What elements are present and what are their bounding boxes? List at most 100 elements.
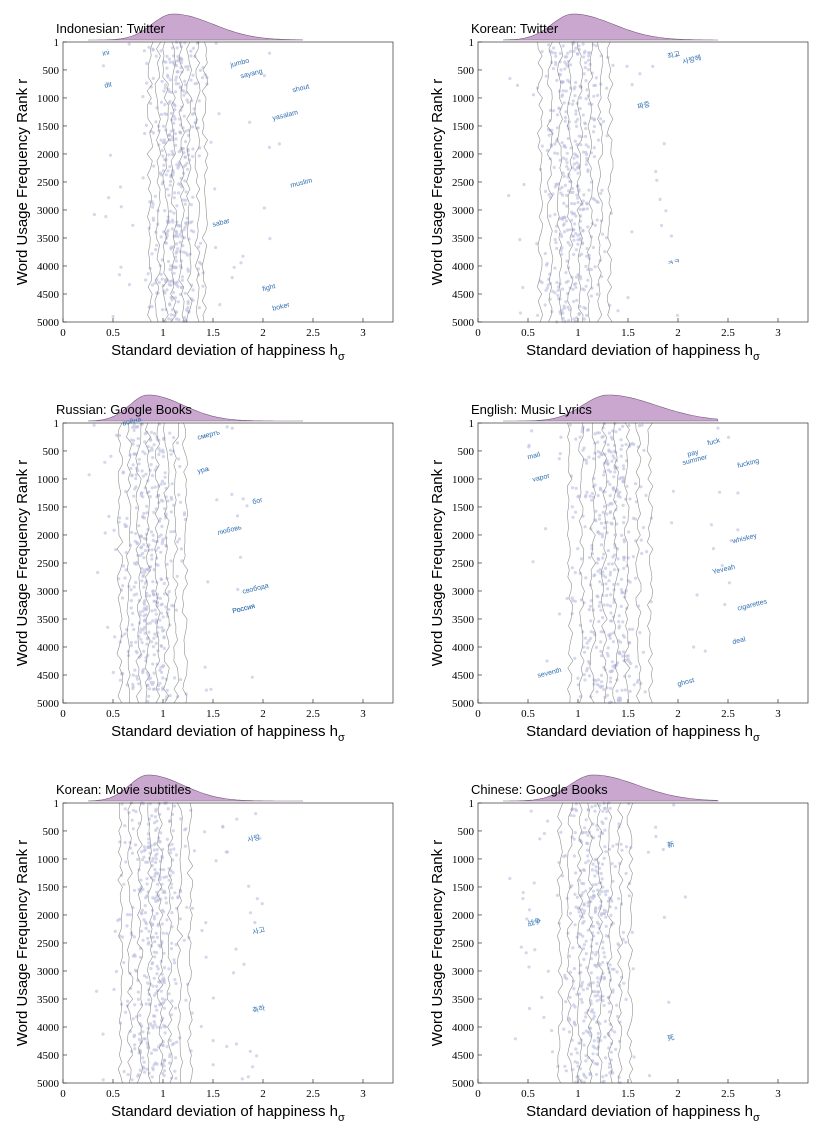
word-label: 战争 bbox=[526, 916, 542, 928]
scatter-point bbox=[574, 275, 579, 279]
scatter-point bbox=[145, 504, 149, 508]
scatter-point bbox=[602, 975, 607, 980]
scatter-point bbox=[550, 1029, 554, 1033]
scatter-point bbox=[619, 438, 623, 442]
scatter-point bbox=[569, 474, 574, 478]
y-tick-label: 1500 bbox=[37, 121, 60, 133]
scatter-point bbox=[141, 1056, 145, 1060]
scatter-point bbox=[146, 845, 150, 850]
scatter-point bbox=[209, 687, 213, 691]
scatter-point bbox=[594, 1072, 599, 1077]
scatter-point bbox=[598, 580, 602, 584]
scatter-point bbox=[196, 267, 200, 271]
scatter-point bbox=[590, 221, 595, 226]
word-label: 사랑 bbox=[246, 832, 261, 844]
scatter-point bbox=[124, 551, 128, 555]
scatter-point bbox=[594, 869, 598, 873]
scatter-point bbox=[122, 882, 126, 886]
scatter-point bbox=[601, 573, 605, 578]
scatter-point bbox=[567, 319, 571, 323]
scatter-point bbox=[591, 896, 595, 901]
scatter-point bbox=[132, 935, 136, 939]
scatter-point bbox=[624, 940, 628, 944]
scatter-point bbox=[591, 608, 596, 612]
scatter-point bbox=[594, 906, 598, 910]
scatter-point bbox=[612, 456, 616, 460]
scatter-point bbox=[147, 929, 151, 933]
scatter-point bbox=[168, 851, 173, 855]
scatter-point bbox=[578, 695, 582, 699]
scatter-point bbox=[584, 1054, 588, 1058]
trend-line bbox=[606, 41, 614, 323]
y-tick-label: 3500 bbox=[37, 994, 60, 1006]
scatter-point bbox=[577, 910, 581, 914]
scatter-point bbox=[164, 128, 168, 132]
scatter-point bbox=[159, 1026, 163, 1030]
scatter-point bbox=[519, 945, 523, 949]
scatter-point bbox=[170, 227, 174, 231]
scatter-point bbox=[230, 276, 234, 280]
x-tick-label: 1 bbox=[160, 1088, 166, 1100]
scatter-point bbox=[540, 50, 544, 54]
scatter-point bbox=[646, 850, 651, 854]
scatter-point bbox=[148, 495, 152, 499]
density-curve bbox=[88, 13, 304, 41]
scatter-point bbox=[136, 857, 140, 862]
x-axis-label-text: Standard deviation of happiness bbox=[111, 342, 330, 359]
scatter-point bbox=[583, 121, 587, 125]
scatter-point bbox=[148, 621, 152, 625]
scatter-point bbox=[692, 645, 696, 649]
scatter-point bbox=[149, 1051, 154, 1055]
scatter-point bbox=[610, 522, 614, 526]
scatter-point bbox=[168, 623, 172, 627]
scatter-point bbox=[729, 539, 733, 543]
scatter-point bbox=[574, 214, 578, 218]
scatter-point bbox=[114, 548, 118, 552]
scatter-point bbox=[625, 484, 629, 488]
scatter-point bbox=[555, 246, 559, 251]
scatter-point bbox=[191, 195, 195, 199]
scatter-point bbox=[602, 552, 606, 556]
scatter-point bbox=[250, 675, 254, 679]
scatter-point bbox=[166, 259, 171, 264]
scatter-point bbox=[178, 240, 182, 244]
scatter-point bbox=[592, 1014, 597, 1019]
scatter-point bbox=[206, 467, 210, 472]
scatter-point bbox=[190, 906, 195, 911]
scatter-point bbox=[570, 218, 574, 222]
scatter-point bbox=[177, 191, 181, 195]
scatter-point bbox=[611, 990, 615, 994]
scatter-point bbox=[144, 896, 148, 900]
scatter-point bbox=[601, 510, 605, 514]
scatter-point bbox=[594, 865, 598, 869]
scatter-point bbox=[583, 636, 588, 640]
scatter-point bbox=[570, 1038, 574, 1042]
scatter-point bbox=[154, 860, 158, 865]
scatter-point bbox=[153, 955, 157, 959]
scatter-point bbox=[593, 804, 597, 808]
scatter-point bbox=[149, 876, 154, 880]
scatter-point bbox=[572, 814, 576, 818]
chart-panel-4: 1500100015002000250030003500400045005000… bbox=[429, 394, 809, 744]
scatter-point bbox=[607, 448, 611, 452]
scatter-point bbox=[578, 304, 582, 309]
scatter-point bbox=[162, 981, 166, 985]
scatter-point bbox=[158, 517, 162, 521]
scatter-point bbox=[589, 619, 593, 623]
scatter-point bbox=[242, 962, 246, 966]
scatter-point bbox=[598, 892, 602, 896]
scatter-point bbox=[542, 831, 547, 836]
y-tick-label: 1000 bbox=[452, 854, 475, 866]
scatter-point bbox=[585, 207, 589, 211]
scatter-point bbox=[583, 525, 587, 529]
scatter-point bbox=[136, 444, 140, 448]
scatter-point bbox=[566, 167, 570, 171]
scatter-point bbox=[169, 886, 173, 890]
scatter-point bbox=[582, 55, 586, 59]
scatter-point bbox=[163, 592, 167, 596]
scatter-point bbox=[563, 116, 568, 120]
scatter-point bbox=[147, 543, 151, 547]
scatter-point bbox=[175, 1040, 179, 1044]
scatter-point bbox=[579, 932, 583, 937]
